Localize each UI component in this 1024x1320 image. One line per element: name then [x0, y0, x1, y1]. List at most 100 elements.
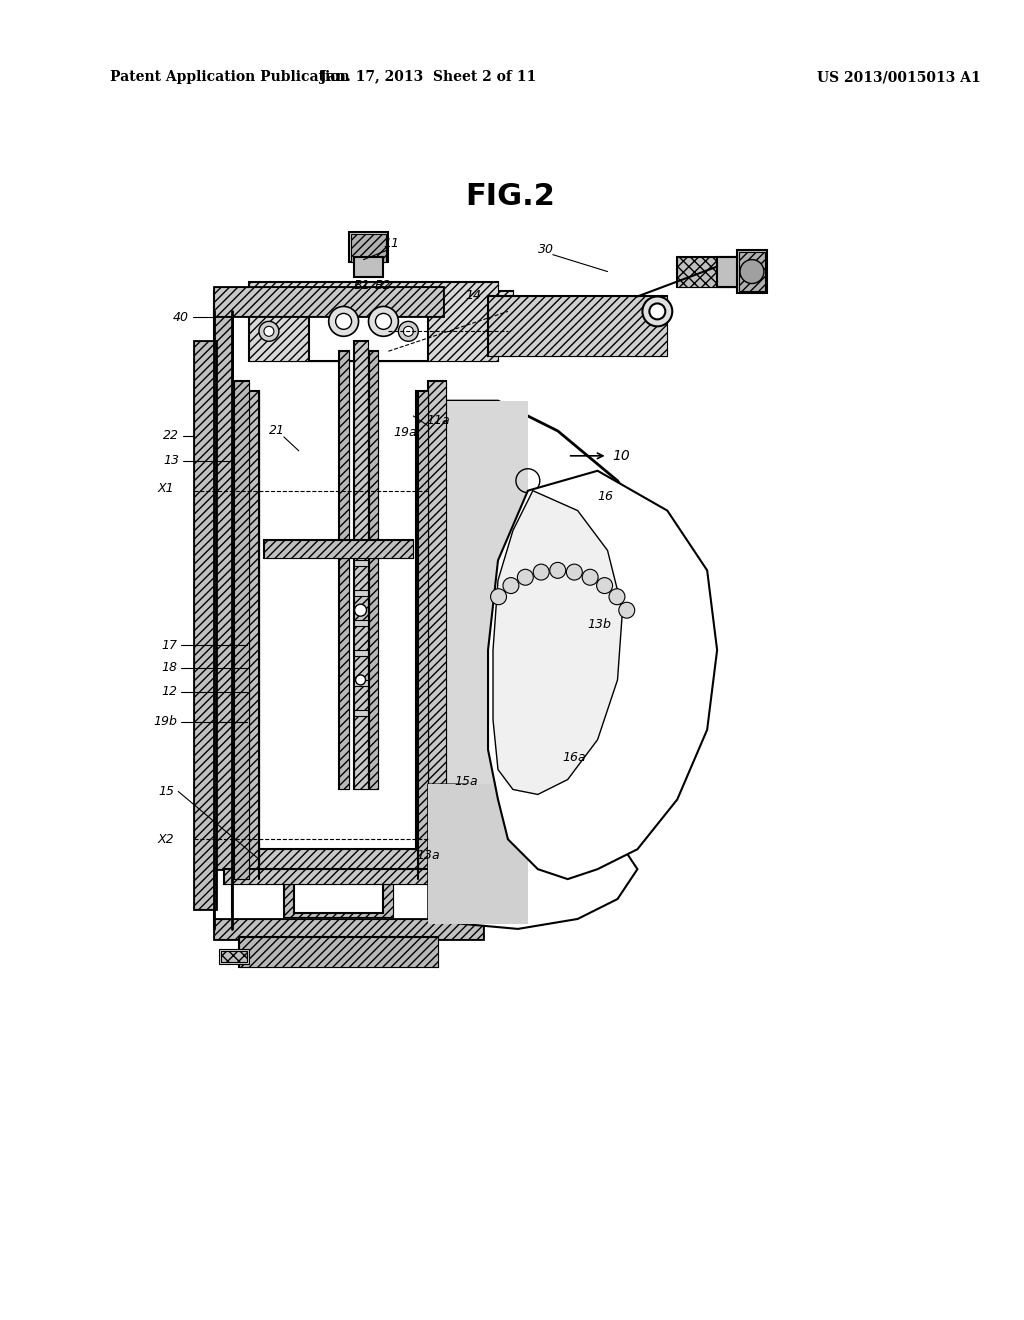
- Bar: [417, 391, 428, 879]
- Bar: [264, 540, 414, 558]
- Text: 30: 30: [538, 243, 554, 256]
- Text: 13a: 13a: [417, 849, 440, 862]
- Bar: [239, 937, 438, 966]
- Bar: [294, 882, 383, 913]
- Bar: [350, 234, 386, 261]
- Circle shape: [369, 306, 398, 337]
- Circle shape: [609, 589, 625, 605]
- Polygon shape: [488, 471, 717, 879]
- Text: 12: 12: [162, 685, 177, 698]
- Bar: [677, 256, 737, 286]
- Bar: [353, 649, 368, 656]
- Bar: [239, 937, 438, 966]
- Circle shape: [355, 675, 366, 685]
- Text: 17: 17: [162, 639, 177, 652]
- Circle shape: [583, 569, 598, 585]
- Bar: [284, 876, 393, 917]
- Text: FIG.2: FIG.2: [465, 182, 555, 211]
- Bar: [369, 351, 379, 789]
- Text: 15: 15: [159, 785, 174, 799]
- Bar: [417, 391, 428, 879]
- Circle shape: [550, 562, 565, 578]
- Circle shape: [490, 589, 507, 605]
- Bar: [214, 919, 483, 939]
- Bar: [353, 342, 368, 789]
- Bar: [247, 391, 259, 879]
- Polygon shape: [493, 491, 623, 795]
- Text: 13b: 13b: [588, 618, 611, 631]
- Bar: [221, 950, 247, 962]
- Circle shape: [618, 602, 635, 618]
- Bar: [214, 292, 513, 317]
- Bar: [249, 281, 498, 362]
- Circle shape: [740, 260, 764, 284]
- Bar: [195, 342, 216, 909]
- Text: 40: 40: [173, 312, 189, 323]
- Text: 19a: 19a: [393, 426, 417, 440]
- Bar: [428, 381, 446, 879]
- Bar: [214, 286, 443, 317]
- Text: 19b: 19b: [154, 715, 177, 729]
- Text: 16: 16: [598, 490, 613, 503]
- Text: 22: 22: [163, 429, 179, 442]
- Bar: [339, 351, 348, 789]
- Bar: [428, 784, 528, 924]
- Bar: [214, 312, 232, 929]
- Bar: [739, 252, 765, 292]
- Bar: [353, 256, 383, 277]
- Bar: [224, 869, 473, 884]
- Circle shape: [354, 605, 367, 616]
- Text: 18: 18: [162, 661, 177, 675]
- Bar: [214, 292, 513, 317]
- Circle shape: [534, 564, 549, 579]
- Bar: [369, 351, 379, 789]
- Bar: [214, 919, 483, 939]
- Circle shape: [566, 564, 583, 579]
- Text: 11a: 11a: [426, 414, 450, 428]
- Text: Patent Application Publication: Patent Application Publication: [110, 70, 349, 84]
- Text: B1: B1: [353, 279, 370, 292]
- Bar: [195, 342, 216, 909]
- Bar: [264, 540, 414, 558]
- Circle shape: [329, 306, 358, 337]
- Bar: [353, 342, 368, 789]
- Bar: [224, 869, 473, 884]
- Text: 15a: 15a: [455, 775, 478, 788]
- Bar: [488, 297, 668, 356]
- Circle shape: [403, 326, 414, 337]
- Text: X2: X2: [158, 833, 174, 846]
- Bar: [249, 281, 498, 362]
- Text: 14: 14: [465, 289, 481, 302]
- Bar: [284, 876, 393, 917]
- Bar: [214, 312, 232, 869]
- Bar: [219, 949, 249, 964]
- Circle shape: [398, 321, 419, 342]
- Bar: [234, 381, 249, 879]
- Bar: [737, 249, 767, 293]
- Text: B2: B2: [375, 279, 392, 292]
- Bar: [488, 297, 668, 356]
- Bar: [353, 590, 368, 597]
- Text: 11: 11: [383, 238, 399, 251]
- Text: 13: 13: [163, 454, 179, 467]
- Bar: [353, 680, 368, 686]
- Text: 21: 21: [269, 425, 285, 437]
- Circle shape: [649, 304, 666, 319]
- Bar: [309, 292, 428, 362]
- Bar: [353, 561, 368, 566]
- Bar: [247, 391, 259, 879]
- Text: X1: X1: [158, 482, 174, 495]
- Bar: [428, 401, 528, 879]
- Bar: [214, 286, 443, 317]
- Text: 10: 10: [612, 449, 631, 463]
- Bar: [234, 381, 249, 879]
- Bar: [348, 232, 388, 261]
- Bar: [259, 849, 419, 879]
- Polygon shape: [428, 401, 677, 884]
- Text: 16a: 16a: [563, 751, 587, 764]
- Circle shape: [376, 313, 391, 329]
- Text: Jan. 17, 2013  Sheet 2 of 11: Jan. 17, 2013 Sheet 2 of 11: [321, 70, 537, 84]
- Circle shape: [642, 297, 673, 326]
- Bar: [339, 351, 348, 789]
- Circle shape: [259, 321, 279, 342]
